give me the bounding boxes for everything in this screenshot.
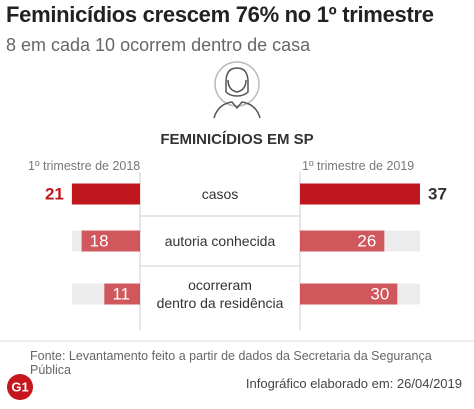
title: Feminicídios crescem 76% no 1º trimestre <box>6 2 434 27</box>
credit: Infográfico elaborado em: 26/04/2019 <box>245 376 462 391</box>
bar <box>71 183 140 205</box>
bar <box>300 230 385 252</box>
category-label: ocorreram dentro da residência <box>156 277 284 311</box>
logo: G1 <box>11 379 28 394</box>
legend-right: 1º trimestre de 2019 <box>302 159 415 173</box>
value-label: 21 <box>45 184 64 203</box>
bar <box>81 230 140 252</box>
category-label: casos <box>201 186 239 202</box>
legend-left: 1º trimestre de 2018 <box>28 159 141 173</box>
section-title: FEMINICÍDIOS EM SP <box>160 131 314 148</box>
source: Fonte: Levantamento feito a partir de da… <box>30 349 432 377</box>
value-label: 11 <box>112 284 130 303</box>
subtitle: 8 em cada 10 ocorrem dentro de casa <box>6 35 311 55</box>
value-label: 26 <box>357 231 376 250</box>
category-label: autoria conhecida <box>164 233 276 249</box>
woman-icon <box>213 61 261 119</box>
bar <box>300 283 398 305</box>
bar <box>300 183 420 205</box>
value-label: 18 <box>90 231 109 250</box>
bar <box>104 283 140 305</box>
value-label: 30 <box>370 284 389 303</box>
value-label: 37 <box>428 184 447 203</box>
logo-circle <box>7 374 33 400</box>
